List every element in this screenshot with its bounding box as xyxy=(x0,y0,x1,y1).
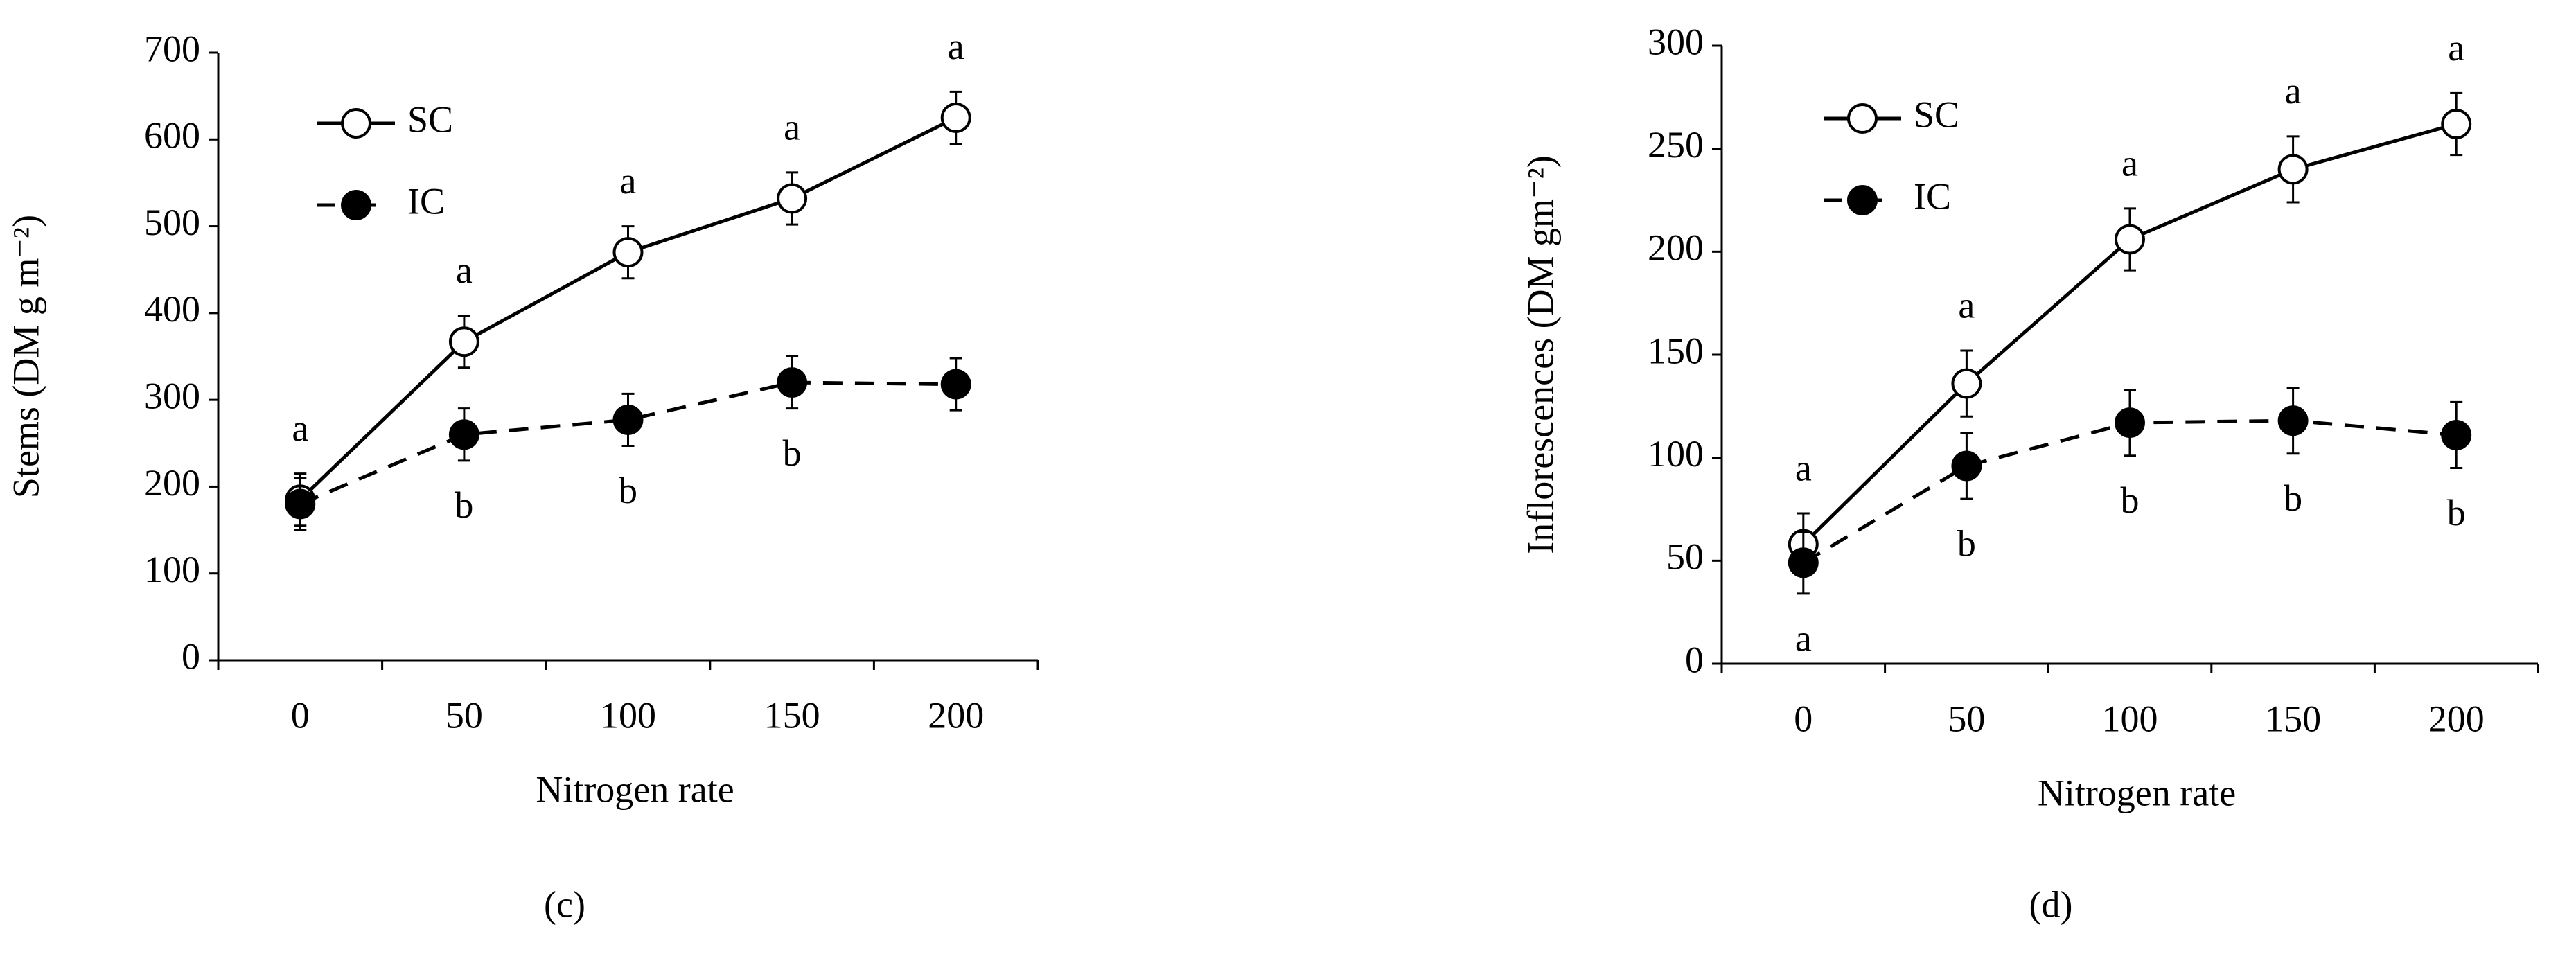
legend-marker xyxy=(1847,185,1878,215)
legend-marker xyxy=(341,190,371,220)
x-tick-label: 100 xyxy=(2102,698,2158,739)
y-tick-label: 200 xyxy=(1648,227,1704,269)
x-tick-label: 0 xyxy=(1794,698,1812,739)
legend-marker xyxy=(1847,103,1878,134)
x-tick-label: 0 xyxy=(291,694,310,736)
legend-label: IC xyxy=(1914,175,1951,217)
x-tick-label: 50 xyxy=(445,694,483,736)
data-point xyxy=(2441,108,2472,139)
x-tick-label: 200 xyxy=(928,694,984,736)
data-point xyxy=(285,488,316,520)
y-axis-title: Inflorescences (DM gm⁻²) xyxy=(1519,155,1561,554)
x-tick-label: 150 xyxy=(2265,698,2321,739)
data-point xyxy=(448,419,479,450)
y-tick-label: 500 xyxy=(144,202,200,243)
data-point xyxy=(2277,405,2309,436)
significance-letter: a xyxy=(292,407,308,449)
x-axis-title: Nitrogen rate xyxy=(536,768,734,810)
data-point xyxy=(2441,419,2472,450)
legend-label: SC xyxy=(1914,94,1959,135)
data-point xyxy=(1788,547,1819,578)
significance-letter: a xyxy=(1958,284,1975,326)
data-point xyxy=(612,237,644,268)
significance-letter: b xyxy=(619,470,637,511)
significance-letter: a xyxy=(2448,27,2464,69)
significance-letter: a xyxy=(784,106,800,148)
y-tick-label: 200 xyxy=(144,462,200,504)
x-tick-label: 50 xyxy=(1948,698,1985,739)
y-tick-label: 700 xyxy=(144,28,200,69)
significance-letter: b xyxy=(455,484,473,526)
significance-letter: a xyxy=(2121,142,2138,184)
y-tick-label: 100 xyxy=(144,549,200,590)
y-tick-label: 0 xyxy=(182,635,200,677)
data-point xyxy=(940,369,971,400)
x-tick-label: 100 xyxy=(600,694,656,736)
data-point xyxy=(1951,368,1982,399)
panel-label: (c) xyxy=(544,883,585,925)
y-tick-label: 0 xyxy=(1685,639,1704,680)
significance-letter: a xyxy=(1795,447,1812,488)
significance-letter: a xyxy=(2285,70,2302,112)
y-tick-label: 300 xyxy=(144,376,200,417)
legend-label: IC xyxy=(407,180,445,222)
x-tick-label: 150 xyxy=(764,694,820,736)
y-tick-label: 300 xyxy=(1648,21,1704,62)
y-tick-label: 250 xyxy=(1648,124,1704,166)
data-point xyxy=(2115,224,2145,255)
data-point xyxy=(1951,450,1982,482)
legend-marker xyxy=(341,108,371,139)
data-point xyxy=(777,367,808,398)
data-point xyxy=(940,102,971,133)
y-tick-label: 100 xyxy=(1648,433,1704,475)
significance-letter: a xyxy=(948,26,964,67)
legend-label: SC xyxy=(407,98,453,140)
data-point xyxy=(2277,154,2309,185)
significance-letter: b xyxy=(2121,479,2140,521)
x-tick-label: 200 xyxy=(2428,698,2485,739)
y-tick-label: 600 xyxy=(144,115,200,157)
chart-panel: 0 50 100 150 200 250 300 0 50 100 150 200 Nitrogen r… xyxy=(1519,21,2539,925)
significance-letter: b xyxy=(2284,477,2302,519)
significance-letter: b xyxy=(1957,523,1976,565)
significance-letter: a xyxy=(620,160,637,202)
significance-letter: a xyxy=(456,249,473,291)
significance-letter: a xyxy=(1795,617,1812,659)
x-axis-title: Nitrogen rate xyxy=(2038,772,2236,813)
y-tick-label: 50 xyxy=(1666,536,1704,578)
significance-letter: b xyxy=(783,432,802,474)
y-tick-label: 400 xyxy=(144,288,200,330)
chart-panel: 0 100 200 300 400 500 600 700 0 50 100 150 200 Nitrog… xyxy=(5,26,1039,925)
panel-label: (d) xyxy=(2029,883,2073,925)
data-point xyxy=(448,326,479,357)
significance-letter: b xyxy=(2447,492,2466,533)
data-point xyxy=(2115,407,2145,439)
y-tick-label: 150 xyxy=(1648,330,1704,371)
data-point xyxy=(612,404,644,435)
y-axis-title: Stems (DM g m⁻²) xyxy=(5,215,46,498)
data-point xyxy=(777,183,808,214)
